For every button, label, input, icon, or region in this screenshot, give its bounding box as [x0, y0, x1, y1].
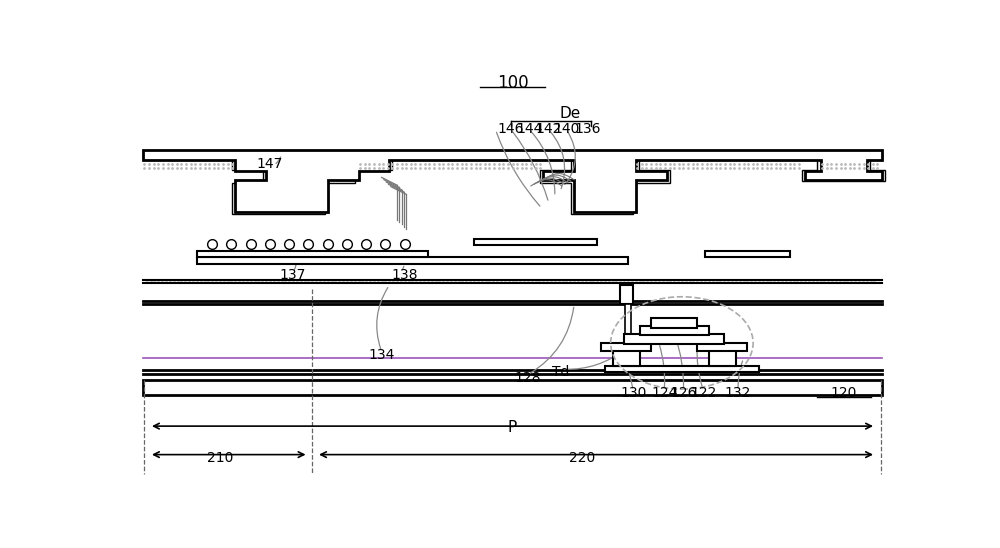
Text: 134: 134 [368, 347, 395, 362]
Text: Td: Td [552, 365, 570, 379]
Bar [705, 250, 790, 256]
Text: 142: 142 [536, 122, 562, 136]
Bar [697, 343, 747, 351]
Text: De: De [560, 106, 581, 121]
Text: 122: 122 [690, 386, 717, 400]
Bar [625, 305, 631, 366]
Polygon shape [143, 151, 882, 212]
Text: 100: 100 [497, 73, 528, 92]
Text: 126: 126 [670, 386, 697, 400]
Bar [651, 318, 697, 328]
Bar [605, 366, 759, 372]
Text: 128: 128 [515, 370, 541, 385]
Text: 124: 124 [651, 386, 677, 400]
Text: 146: 146 [498, 122, 524, 136]
Bar [624, 334, 724, 344]
Bar [474, 239, 597, 245]
Bar [709, 349, 736, 366]
Text: 137: 137 [280, 268, 306, 282]
Bar [613, 349, 640, 366]
Text: 132: 132 [725, 386, 751, 400]
Text: 147: 147 [257, 157, 283, 172]
Bar [620, 285, 633, 305]
Text: 130: 130 [620, 386, 647, 400]
Text: P: P [508, 420, 517, 435]
Text: 140: 140 [553, 122, 580, 136]
Text: 120: 120 [830, 386, 857, 400]
Text: 136: 136 [574, 122, 600, 136]
Text: 144: 144 [516, 122, 543, 136]
Bar [197, 250, 428, 256]
Bar [640, 326, 709, 335]
Polygon shape [143, 153, 885, 214]
Text: 220: 220 [569, 452, 595, 465]
Text: 138: 138 [391, 268, 418, 282]
Bar [197, 256, 628, 265]
Text: 210: 210 [207, 452, 233, 465]
Bar [143, 380, 882, 395]
Bar [601, 343, 651, 351]
